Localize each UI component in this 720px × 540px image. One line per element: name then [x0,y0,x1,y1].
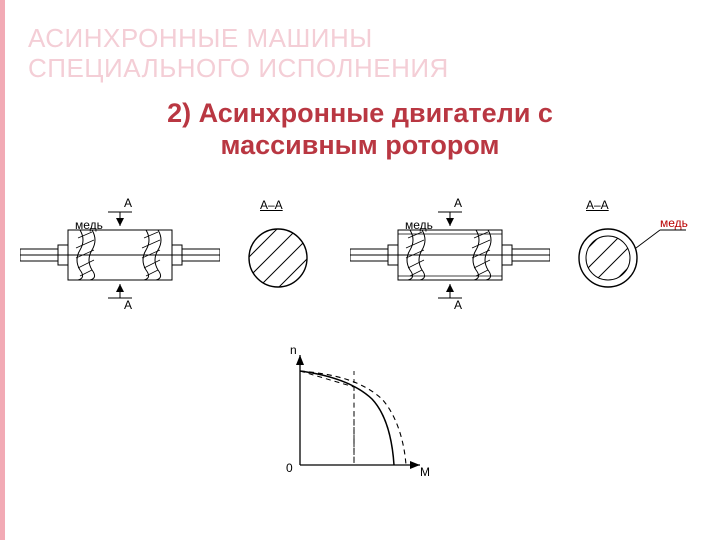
header-line-1: АСИНХРОННЫЕ МАШИНЫ [28,24,449,54]
rotor-left-longitudinal: медь А А [20,190,220,320]
slide: АСИНХРОННЫЕ МАШИНЫ СПЕЦИАЛЬНОГО ИСПОЛНЕН… [0,0,720,540]
label-A-bot-left: А [124,298,132,312]
label-A-top-left: А [124,196,132,210]
slide-header: АСИНХРОННЫЕ МАШИНЫ СПЕЦИАЛЬНОГО ИСПОЛНЕН… [28,24,449,84]
axis-n-label: n [290,343,297,357]
label-med-left: медь [75,218,103,232]
header-line-2: СПЕЦИАЛЬНОГО ИСПОЛНЕНИЯ [28,54,449,84]
slide-subtitle: 2) Асинхронные двигатели с массивным рот… [0,98,720,162]
accent-bar [0,0,5,540]
nm-characteristic-chart: n 0 M [270,345,450,495]
axis-M-label: M [420,465,430,479]
section-left-circle: А–А [238,218,318,308]
label-AA-left: А–А [260,198,283,212]
label-med-ring: медь [660,216,688,230]
rotor-right-svg [350,190,550,320]
subtitle-line-2: массивным ротором [0,130,720,162]
section-right-circle: А–А медь [568,212,688,308]
label-A-bot-right: А [454,298,462,312]
label-AA-right: А–А [586,198,609,212]
section-left-svg [238,218,318,298]
subtitle-line-1: 2) Асинхронные двигатели с [0,98,720,130]
rotor-left-svg [20,190,220,320]
label-A-top-right: А [454,196,462,210]
rotor-right-longitudinal: медь А А [350,190,550,320]
axis-0-label: 0 [286,461,293,475]
label-med-right: медь [405,218,433,232]
rotor-figures: медь А А А–А [20,190,710,320]
